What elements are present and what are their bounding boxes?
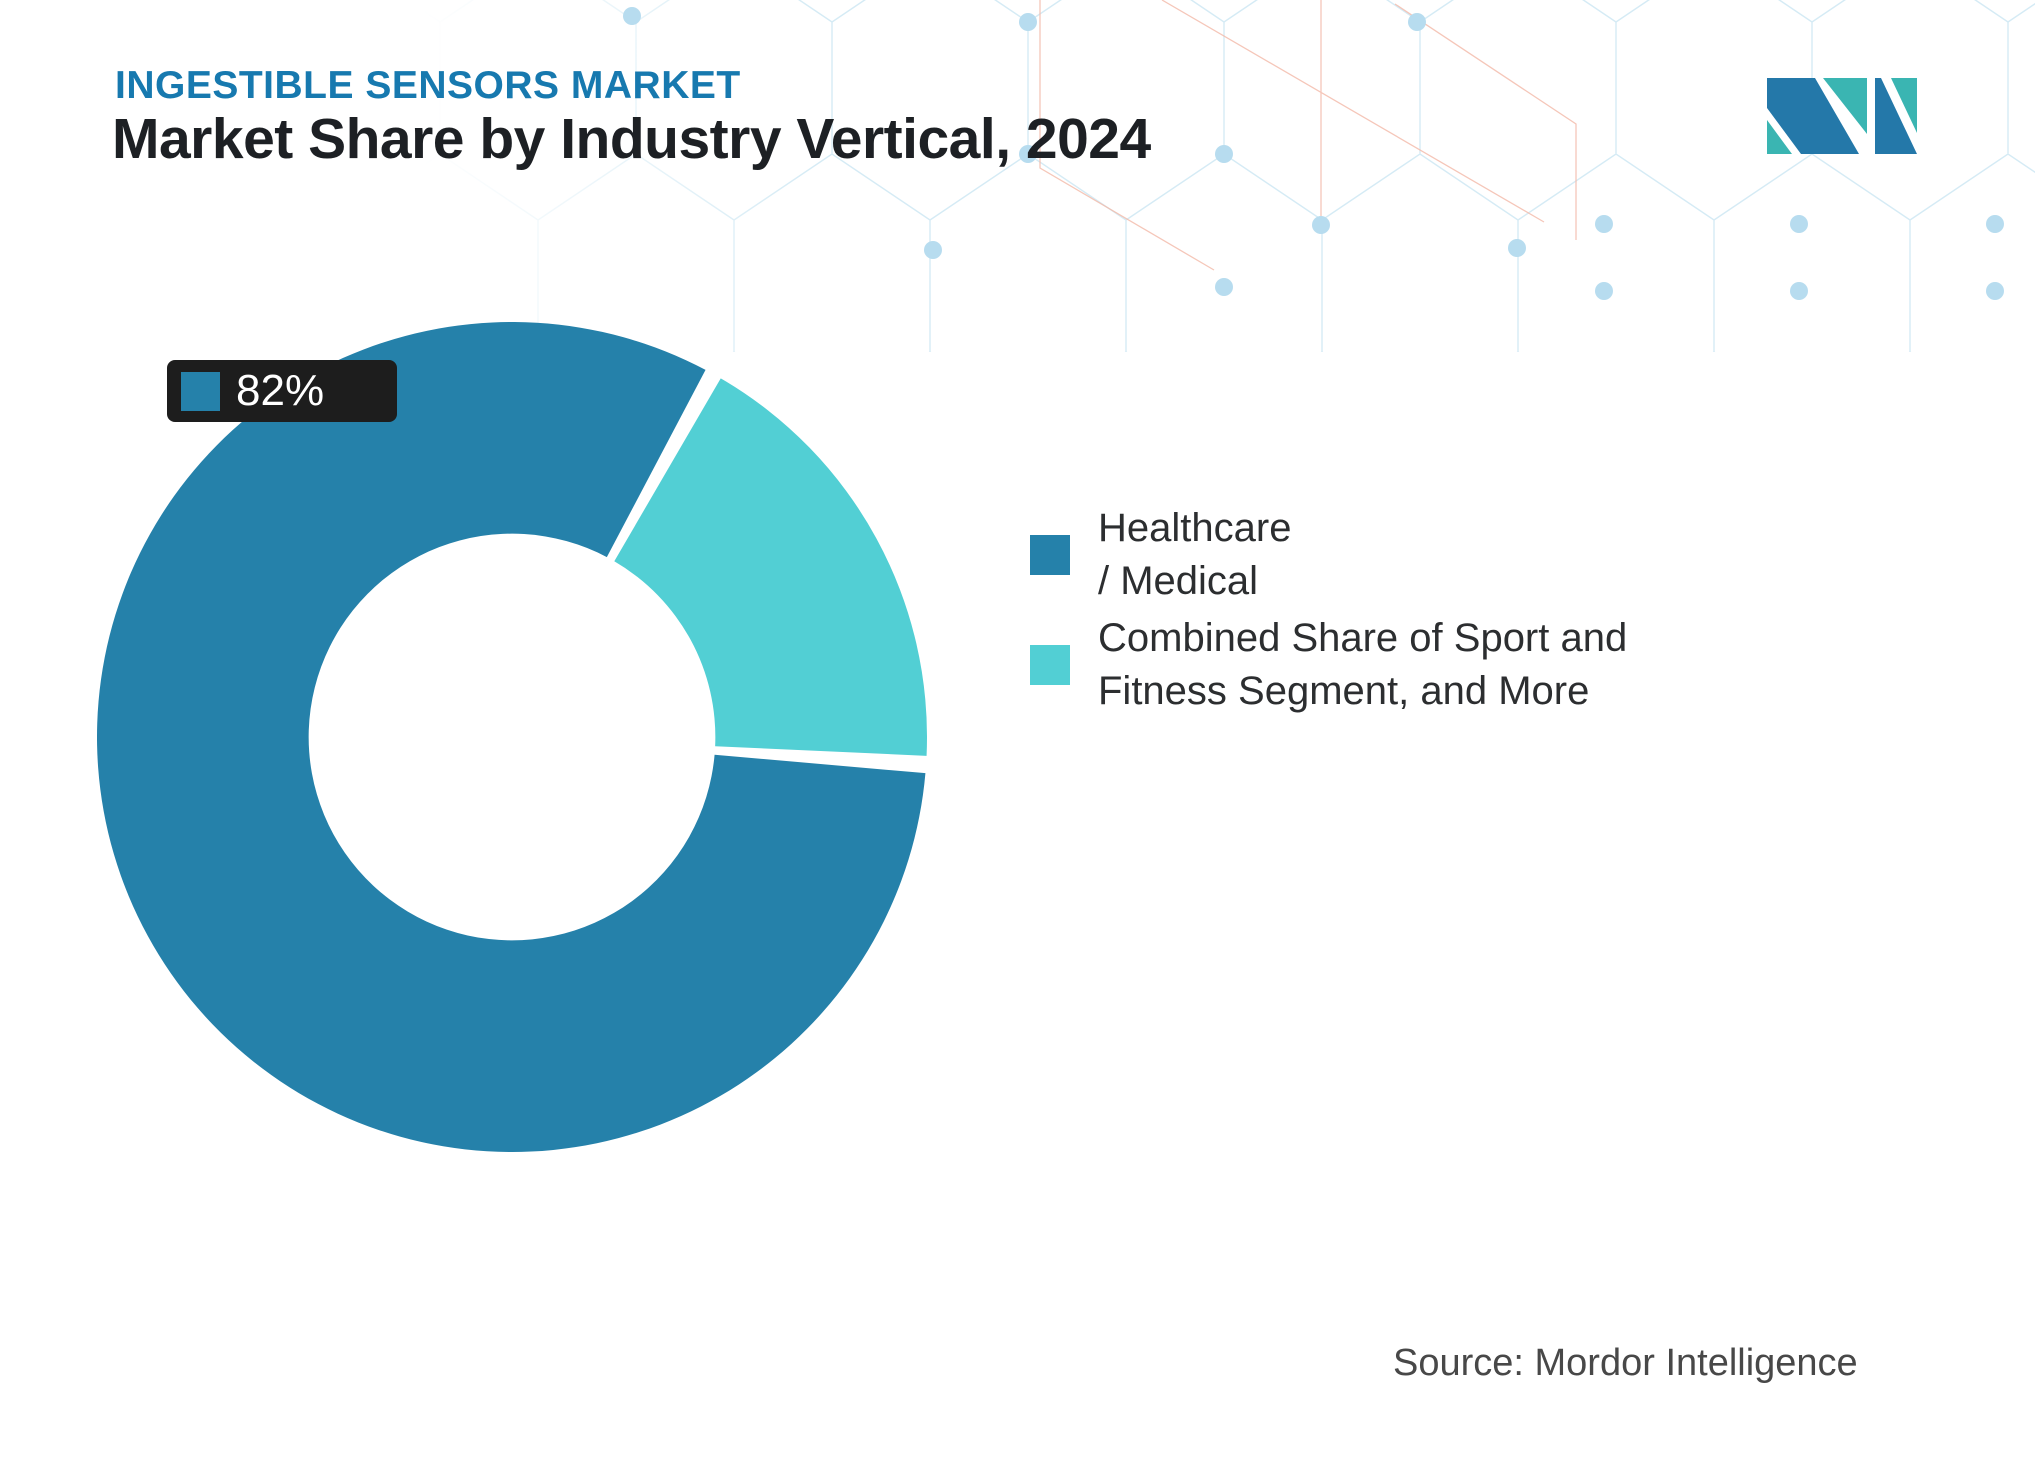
- legend-swatch-healthcare: [1030, 534, 1070, 575]
- source-attribution: Source: Mordor Intelligence: [1393, 1342, 1858, 1384]
- node-dots: [623, 7, 2004, 300]
- logo-mark: [1767, 78, 1917, 154]
- legend-label-sport-fitness: Combined Share of Sport and Fitness Segm…: [1098, 616, 1628, 713]
- donut-slice-sport-fitness[interactable]: [614, 378, 927, 756]
- data-label-value: 82%: [236, 366, 325, 415]
- legend-item-sport-fitness[interactable]: Combined Share of Sport and Fitness Segm…: [1030, 612, 1670, 718]
- hex-grid: [420, 0, 2035, 352]
- data-label: 82%: [167, 360, 397, 422]
- market-name-label: INGESTIBLE SENSORS MARKET: [115, 64, 741, 107]
- legend-label-healthcare: Healthcare / Medical: [1098, 506, 1292, 603]
- accent-lines: [1039, 0, 1577, 271]
- donut-slice-healthcare[interactable]: [97, 322, 926, 1152]
- donut-chart: [97, 322, 927, 1152]
- mordor-intelligence-logo: [1767, 77, 1917, 155]
- legend-item-healthcare[interactable]: Healthcare / Medical: [1030, 502, 1291, 608]
- data-label-swatch: [181, 371, 220, 411]
- chart-title: Market Share by Industry Vertical, 2024: [112, 107, 1151, 171]
- legend-swatch-sport-fitness: [1030, 644, 1070, 685]
